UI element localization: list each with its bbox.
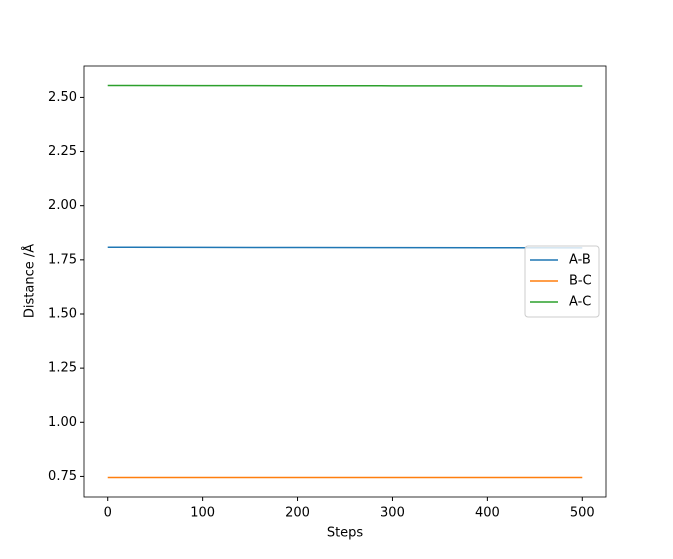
legend-box: [524, 245, 600, 318]
x-tick-label: 200: [285, 506, 310, 521]
x-axis-label: Steps: [327, 526, 364, 541]
y-axis-label: Distance /Å: [22, 244, 38, 318]
x-tick-label: 100: [190, 506, 215, 521]
y-tick-label: 1.25: [48, 361, 77, 376]
y-tick-label: 2.50: [48, 90, 77, 105]
y-tick-label: 1.50: [48, 306, 77, 321]
x-tick-label: 400: [475, 506, 500, 521]
x-tick-label: 0: [104, 506, 112, 521]
legend-label: A-B: [569, 253, 591, 268]
y-tick-label: 1.75: [48, 252, 77, 267]
series-line: [107, 246, 583, 249]
x-tick-label: 500: [570, 506, 595, 521]
y-tick-label: 2.25: [48, 144, 77, 159]
legend-label: A-C: [569, 295, 591, 310]
x-tick-label: 300: [380, 506, 405, 521]
y-tick-label: 2.00: [48, 198, 77, 213]
series-line: [107, 84, 583, 87]
y-tick-label: 0.75: [48, 469, 77, 484]
plot-frame: [83, 65, 607, 498]
y-tick-label: 1.00: [48, 415, 77, 430]
legend-label: B-C: [569, 274, 592, 289]
